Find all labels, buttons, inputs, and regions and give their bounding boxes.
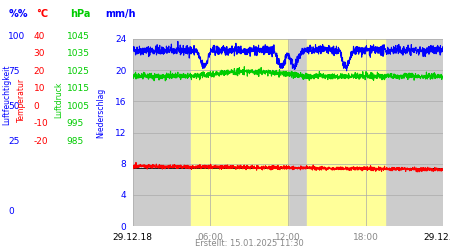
Text: -20: -20	[34, 137, 49, 146]
Text: 1005: 1005	[67, 102, 90, 111]
Text: 10: 10	[34, 84, 45, 93]
Text: Luftdruck: Luftdruck	[54, 82, 63, 118]
Text: 1045: 1045	[67, 32, 90, 41]
Text: Erstellt: 15.01.2025 11:30: Erstellt: 15.01.2025 11:30	[195, 238, 304, 248]
Text: hPa: hPa	[70, 9, 90, 19]
Text: Temperatur: Temperatur	[17, 78, 26, 122]
Text: 0: 0	[8, 207, 14, 216]
Text: 0: 0	[34, 102, 40, 111]
Text: 1015: 1015	[67, 84, 90, 93]
Text: mm/h: mm/h	[106, 9, 136, 19]
Text: Niederschlag: Niederschlag	[97, 88, 106, 138]
Text: 100: 100	[8, 32, 25, 41]
Text: 1035: 1035	[67, 49, 90, 58]
Text: 50: 50	[8, 102, 20, 111]
Text: 985: 985	[67, 137, 84, 146]
Text: 75: 75	[8, 67, 20, 76]
Text: %%: %%	[9, 9, 28, 19]
Text: 995: 995	[67, 119, 84, 128]
Text: 1025: 1025	[67, 67, 90, 76]
Bar	[307, 39, 385, 226]
Text: -10: -10	[34, 119, 49, 128]
Text: 20: 20	[34, 67, 45, 76]
Bar	[191, 39, 288, 226]
Text: Luftfeuchtigkeit: Luftfeuchtigkeit	[2, 65, 11, 125]
Text: 25: 25	[8, 137, 19, 146]
Text: 40: 40	[34, 32, 45, 41]
Text: 30: 30	[34, 49, 45, 58]
Text: °C: °C	[36, 9, 48, 19]
